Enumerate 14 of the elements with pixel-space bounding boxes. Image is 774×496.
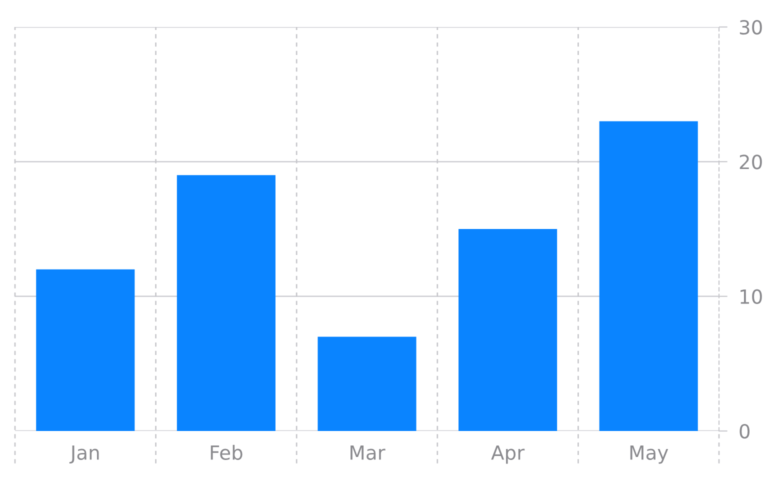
bar (36, 269, 135, 431)
x-tick-label: Feb (210, 444, 242, 460)
x-tick-label: Jan (69, 445, 99, 464)
bar (318, 336, 416, 431)
x-tick-label: May (630, 445, 668, 464)
bar (599, 121, 698, 431)
bar (176, 175, 276, 431)
y-tick-label: 0 (740, 424, 750, 439)
y-tick-label: 10 (740, 289, 762, 304)
y-tick-label: 20 (740, 154, 762, 170)
bar (458, 229, 558, 431)
x-tick-label: Apr (491, 445, 525, 464)
y-tick-label: 30 (740, 20, 762, 35)
x-tick-label: Mar (350, 445, 386, 460)
